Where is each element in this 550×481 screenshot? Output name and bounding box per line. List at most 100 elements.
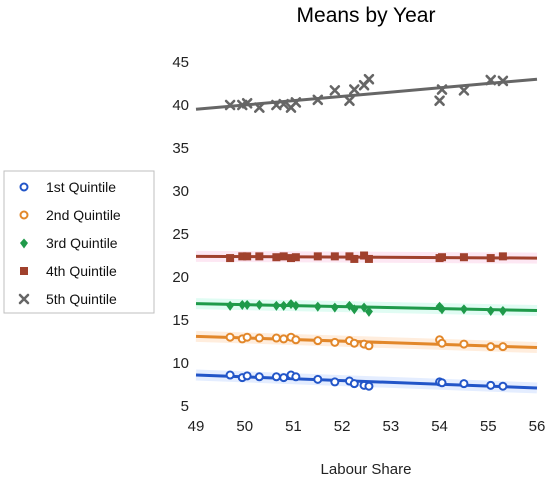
data-point — [349, 84, 360, 95]
data-point — [498, 252, 507, 261]
data-point — [291, 372, 301, 382]
data-point — [226, 300, 235, 311]
x-axis-ticks: 49 50 51 52 53 54 55 56 — [188, 418, 546, 435]
data-point — [329, 85, 341, 96]
data-point — [286, 254, 295, 263]
data-point — [330, 337, 340, 347]
data-point — [459, 253, 468, 262]
data-point — [486, 254, 495, 263]
y-tick-label: 40 — [172, 97, 189, 114]
data-point — [271, 333, 281, 343]
data-point — [459, 304, 468, 315]
data-point — [238, 252, 247, 261]
x-tick-label: 54 — [431, 418, 448, 435]
data-point — [497, 75, 509, 87]
data-point — [498, 381, 508, 391]
data-point — [435, 301, 444, 312]
data-point — [345, 252, 354, 261]
data-point — [255, 252, 264, 261]
x-tick-label: 55 — [480, 418, 497, 435]
data-point — [291, 300, 300, 311]
data-point — [241, 97, 253, 109]
data-point — [486, 380, 496, 390]
x-tick-label: 53 — [383, 418, 400, 435]
legend-marker — [20, 238, 28, 249]
data-point — [254, 333, 264, 343]
data-point — [279, 373, 289, 383]
data-point — [364, 341, 374, 351]
data-point — [485, 74, 497, 86]
data-point — [272, 253, 281, 262]
data-point — [350, 254, 359, 263]
data-point — [225, 332, 235, 342]
data-point — [225, 370, 235, 380]
data-point — [271, 372, 281, 382]
y-tick-label: 25 — [172, 226, 189, 243]
legend-marker — [20, 267, 28, 275]
data-point — [330, 377, 340, 387]
data-point — [360, 302, 369, 313]
data-point — [436, 84, 448, 95]
chart-title: Means by Year — [297, 4, 436, 27]
data-point — [243, 300, 252, 311]
data-point — [438, 304, 447, 315]
data-point — [279, 300, 288, 311]
legend-marker — [18, 293, 30, 305]
data-point — [459, 379, 469, 389]
data-point — [254, 372, 264, 382]
legend-box — [3, 170, 155, 314]
y-axis-ticks: 5 10 15 20 25 30 35 40 45 — [172, 54, 189, 415]
legend: 1st Quintile 2nd Quintile 3rd Quintile 4th … — [3, 170, 155, 314]
data-point — [459, 339, 469, 349]
legend-label: 5th Quintile — [46, 291, 117, 307]
highlight-bands — [195, 250, 538, 394]
data-point — [243, 252, 252, 261]
data-point — [349, 379, 359, 389]
data-point — [224, 99, 236, 111]
x-tick-label: 50 — [236, 418, 253, 435]
x-tick-label: 52 — [334, 418, 351, 435]
y-tick-label: 35 — [172, 140, 189, 157]
x-tick-label: 56 — [529, 418, 546, 435]
data-point — [458, 85, 470, 96]
data-point — [291, 253, 300, 262]
data-point — [290, 97, 302, 108]
x-tick-label: 51 — [285, 418, 302, 435]
data-point — [330, 302, 339, 313]
data-point — [360, 251, 369, 260]
data-point — [486, 306, 495, 317]
data-point — [278, 98, 289, 110]
data-point — [312, 94, 324, 106]
trend-line — [195, 77, 538, 111]
y-tick-label: 15 — [172, 312, 189, 329]
legend-marker — [19, 182, 29, 192]
data-point — [349, 338, 359, 348]
data-point — [364, 306, 373, 317]
data-point — [313, 301, 322, 312]
data-point — [272, 300, 281, 311]
legend-label: 1st Quintile — [46, 179, 116, 195]
data-point — [434, 95, 445, 106]
data-point — [438, 253, 447, 262]
data-point — [286, 299, 295, 310]
data-point — [313, 252, 322, 261]
data-point — [363, 73, 375, 85]
data-point — [364, 254, 373, 263]
data-point — [437, 378, 447, 388]
data-point — [279, 252, 288, 261]
y-tick-label: 10 — [172, 355, 189, 372]
data-point — [364, 381, 374, 391]
y-tick-label: 20 — [172, 269, 189, 286]
x-axis-label: Labour Share — [321, 461, 412, 478]
data-point — [238, 300, 247, 311]
y-tick-label: 30 — [172, 183, 189, 200]
data-point — [255, 300, 264, 311]
legend-label: 4th Quintile — [46, 263, 117, 279]
data-point — [226, 254, 235, 263]
data-point — [498, 306, 507, 317]
data-point — [350, 304, 359, 315]
data-point — [242, 332, 252, 342]
data-point — [279, 334, 289, 344]
data-point — [345, 300, 354, 311]
